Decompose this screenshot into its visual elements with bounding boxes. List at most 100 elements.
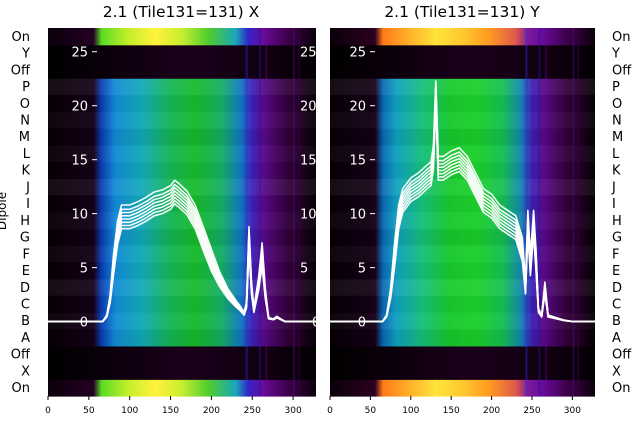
heatmap-streak [245, 28, 248, 396]
category-label: Off [11, 348, 31, 363]
overlay-tick-label: 5 [358, 262, 366, 277]
category-label: On [12, 30, 30, 45]
left-panel: 2.1 (Tile131=131) X Dipole OnXOffABCDEFG… [0, 3, 320, 416]
heatmap-row [330, 78, 595, 96]
category-label: J [611, 180, 616, 195]
heatmap-row [330, 161, 595, 180]
heatmap-row [330, 145, 595, 163]
heatmap-row-shade [330, 78, 595, 95]
heatmap-row-shade [330, 178, 595, 196]
category-label: K [612, 164, 621, 179]
left-panel-title: 2.1 (Tile131=131) X [103, 3, 260, 21]
overlay-tick-label-right: 25 [300, 46, 317, 61]
category-label: F [23, 247, 30, 262]
heatmap-row [48, 111, 316, 129]
category-label: B [21, 314, 30, 329]
heatmap-row-shade [330, 195, 595, 212]
overlay-tick-label-right: 20 [300, 100, 317, 115]
heatmap-row-shade [330, 212, 595, 229]
heatmap-row [48, 345, 316, 364]
heatmap-row-shade [48, 95, 316, 112]
right-heatmap [330, 28, 595, 397]
overlay-tick-label: 20 [71, 100, 88, 115]
heatmap-row-shade [48, 245, 316, 262]
category-label: Off [612, 63, 632, 78]
category-label: C [612, 298, 621, 313]
overlay-tick-label: 10 [71, 208, 88, 223]
heatmap-row-shade [330, 112, 595, 129]
heatmap-streak [525, 28, 528, 396]
heatmap-row [330, 44, 595, 63]
right-panel: 2.1 (Tile131=131) Y OnXOffABCDEFGHIJKLMN… [327, 3, 632, 416]
overlay-tick-label-right: 15 [300, 154, 317, 169]
heatmap-row [330, 345, 595, 364]
trace-line [330, 80, 595, 323]
overlay-tick-label-right: 0 [312, 316, 320, 331]
overlay-tick-label: 0 [358, 316, 366, 331]
category-label: O [612, 97, 622, 112]
category-label: N [612, 114, 622, 129]
x-tick-label: 50 [83, 406, 95, 416]
heatmap-row [330, 61, 595, 79]
category-label: X [21, 364, 30, 379]
heatmap-streak [538, 28, 541, 396]
overlay-tick-label: 20 [349, 100, 366, 115]
heatmap-row [330, 362, 595, 380]
heatmap-row-shade [48, 329, 316, 346]
heatmap-streak [258, 28, 261, 396]
category-label: Y [21, 47, 30, 62]
overlay-tick-label: 15 [349, 154, 366, 169]
trace-line [48, 179, 316, 323]
category-label: On [612, 30, 630, 45]
category-label: M [19, 130, 30, 145]
heatmap-row-shade [330, 262, 595, 279]
left-overlay-ticks: 0 5 10 15 20 25 5 10 15 20 25 0 [71, 46, 320, 331]
heatmap-row [330, 295, 595, 313]
heatmap-row [48, 212, 316, 230]
heatmap-row [330, 329, 595, 347]
x-tick-label: 100 [402, 406, 419, 416]
x-tick-label: 200 [483, 406, 500, 416]
category-label: C [21, 298, 30, 313]
heatmap-row-shade [48, 212, 316, 229]
overlay-tick-label: 15 [71, 154, 88, 169]
x-tick-label: 0 [327, 406, 333, 416]
overlay-tick-label: 25 [71, 46, 88, 61]
x-tick-label: 150 [162, 406, 179, 416]
heatmap-row-shade [330, 228, 595, 246]
heatmap-row [48, 329, 316, 347]
category-label: N [20, 114, 30, 129]
heatmap-row [330, 278, 595, 297]
category-label: H [612, 214, 622, 229]
category-label: J [25, 180, 30, 195]
right-trace [330, 80, 595, 323]
heatmap-row-shade [330, 329, 595, 346]
category-label: E [22, 264, 30, 279]
heatmap-row-shade [48, 228, 316, 246]
overlay-tick-label: 5 [80, 262, 88, 277]
category-label: I [26, 197, 30, 212]
x-tick-label: 300 [285, 406, 302, 416]
heatmap-row [330, 262, 595, 280]
heatmap-row [48, 145, 316, 163]
heatmap-row-shade [48, 278, 316, 296]
heatmap-row-shade [48, 145, 316, 162]
x-tick-label: 200 [203, 406, 220, 416]
heatmap-row [48, 61, 316, 79]
left-x-ticks: 0 50 100 150 200 250 300 [45, 396, 302, 416]
y-axis-label: Dipole [0, 192, 9, 230]
heatmap-row [48, 295, 316, 313]
category-label: I [612, 197, 616, 212]
heatmap-row-shade [330, 278, 595, 296]
overlay-tick-label-right: 10 [300, 208, 317, 223]
heatmap-row [330, 178, 595, 196]
category-label: O [20, 97, 30, 112]
category-label: A [21, 331, 30, 346]
heatmap-row [48, 278, 316, 297]
heatmap-row [48, 312, 316, 330]
category-label: X [612, 364, 621, 379]
heatmap-row [330, 28, 595, 46]
category-label: B [612, 314, 621, 329]
